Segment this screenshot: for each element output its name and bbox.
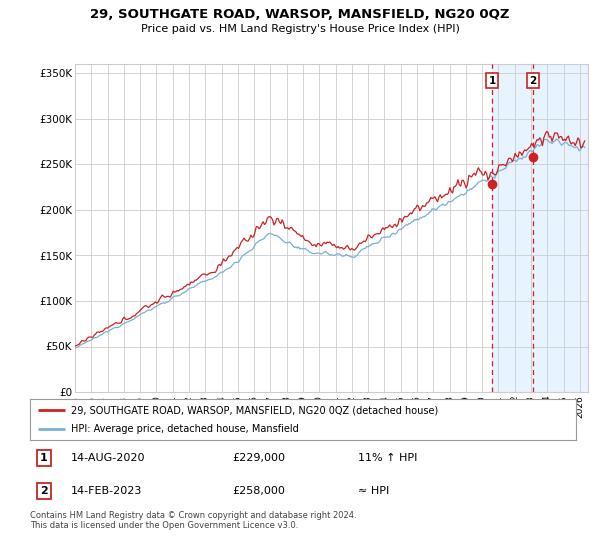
Text: HPI: Average price, detached house, Mansfield: HPI: Average price, detached house, Mans… [71,424,299,433]
Text: 29, SOUTHGATE ROAD, WARSOP, MANSFIELD, NG20 0QZ: 29, SOUTHGATE ROAD, WARSOP, MANSFIELD, N… [90,8,510,21]
Text: Price paid vs. HM Land Registry's House Price Index (HPI): Price paid vs. HM Land Registry's House … [140,24,460,34]
Text: 1: 1 [40,453,47,463]
Bar [492,64,588,392]
Text: ≈ HPI: ≈ HPI [358,486,389,496]
Text: £229,000: £229,000 [232,453,285,463]
Text: 2: 2 [40,486,47,496]
Text: 2: 2 [529,76,536,86]
Text: £258,000: £258,000 [232,486,285,496]
Text: 11% ↑ HPI: 11% ↑ HPI [358,453,417,463]
Text: 14-FEB-2023: 14-FEB-2023 [71,486,142,496]
Text: 29, SOUTHGATE ROAD, WARSOP, MANSFIELD, NG20 0QZ (detached house): 29, SOUTHGATE ROAD, WARSOP, MANSFIELD, N… [71,405,438,415]
Text: 14-AUG-2020: 14-AUG-2020 [71,453,145,463]
Text: Contains HM Land Registry data © Crown copyright and database right 2024.
This d: Contains HM Land Registry data © Crown c… [30,511,356,530]
Text: 1: 1 [488,76,496,86]
